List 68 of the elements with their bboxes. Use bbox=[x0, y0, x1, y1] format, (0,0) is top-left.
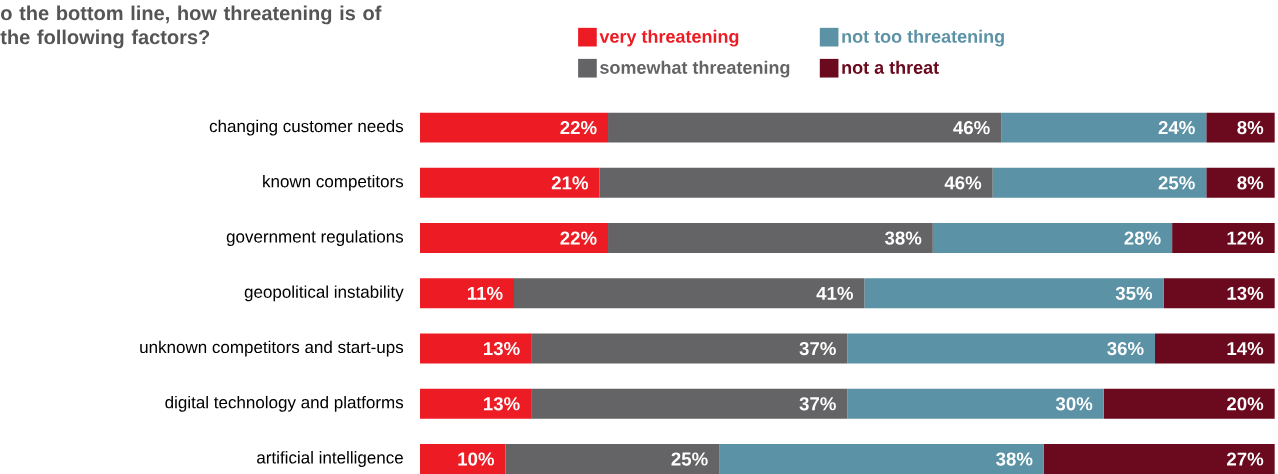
bar bbox=[420, 444, 506, 474]
bar bbox=[1172, 223, 1275, 254]
bar bbox=[531, 388, 848, 419]
y-tick-label: changing customer needs bbox=[209, 119, 404, 136]
bar bbox=[599, 167, 993, 198]
bar bbox=[514, 278, 865, 309]
data-label: 46% bbox=[944, 176, 982, 190]
data-label: 38% bbox=[996, 452, 1033, 466]
bar bbox=[420, 167, 600, 198]
data-label: 37% bbox=[799, 397, 836, 411]
data-label: 46% bbox=[953, 120, 990, 135]
bar bbox=[608, 223, 933, 254]
y-tick-label: digital technology and platforms bbox=[165, 395, 404, 412]
bar bbox=[1001, 112, 1207, 143]
bar bbox=[1206, 112, 1275, 143]
bar bbox=[531, 333, 848, 364]
legend-label: not a threat bbox=[842, 60, 939, 74]
data-label: 14% bbox=[1227, 341, 1264, 356]
bar bbox=[1206, 167, 1275, 198]
bar bbox=[864, 278, 1164, 309]
bar bbox=[992, 167, 1207, 198]
data-label: 36% bbox=[1107, 341, 1144, 356]
bar bbox=[420, 223, 609, 254]
legend-label: very threatening bbox=[599, 29, 739, 47]
y-tick-label: geopolitical instability bbox=[244, 285, 404, 302]
legend-label: somewhat threatening bbox=[600, 60, 790, 78]
data-label: 28% bbox=[1124, 231, 1161, 245]
data-label: 21% bbox=[551, 176, 589, 190]
data-label: 8% bbox=[1237, 120, 1264, 135]
bar bbox=[1155, 333, 1275, 364]
data-label: 11% bbox=[467, 286, 503, 300]
bar bbox=[420, 112, 609, 143]
bar bbox=[1103, 388, 1275, 419]
data-label: 10% bbox=[458, 452, 495, 466]
data-label: 12% bbox=[1227, 231, 1264, 245]
data-label: 13% bbox=[483, 397, 520, 411]
bar bbox=[420, 388, 532, 419]
bar bbox=[420, 278, 515, 309]
y-tick-label: unknown competitors and start-ups bbox=[140, 340, 404, 357]
data-label: 24% bbox=[1158, 120, 1195, 135]
data-label: 37% bbox=[799, 341, 836, 356]
bar bbox=[1043, 444, 1275, 474]
text: o the bottom line, how threatening is of the following factors? bbox=[0, 5, 382, 49]
data-label: 8% bbox=[1237, 176, 1264, 190]
data-label: 20% bbox=[1227, 397, 1264, 411]
bar bbox=[719, 444, 1044, 474]
bar bbox=[932, 223, 1173, 254]
data-label: 41% bbox=[816, 286, 853, 300]
data-label: 38% bbox=[884, 231, 922, 245]
data-label: 22% bbox=[560, 120, 597, 135]
y-tick-label: artificial intelligence bbox=[257, 451, 403, 467]
y-tick-label: known competitors bbox=[263, 174, 404, 191]
bar bbox=[608, 112, 1002, 143]
data-label: 27% bbox=[1227, 452, 1264, 466]
data-label: 25% bbox=[1158, 176, 1195, 190]
bar bbox=[847, 388, 1104, 419]
bar bbox=[847, 333, 1156, 364]
data-label: 35% bbox=[1115, 286, 1153, 300]
bar bbox=[420, 333, 532, 364]
bar bbox=[505, 444, 720, 474]
data-label: 25% bbox=[671, 452, 708, 466]
bar bbox=[1163, 278, 1275, 309]
data-label: 30% bbox=[1055, 397, 1093, 411]
legend-label: not too threatening bbox=[842, 29, 1004, 47]
data-label: 13% bbox=[483, 341, 520, 356]
y-tick-label: government regulations bbox=[226, 230, 404, 246]
data-label: 13% bbox=[1227, 286, 1264, 300]
data-label: 22% bbox=[560, 231, 597, 245]
